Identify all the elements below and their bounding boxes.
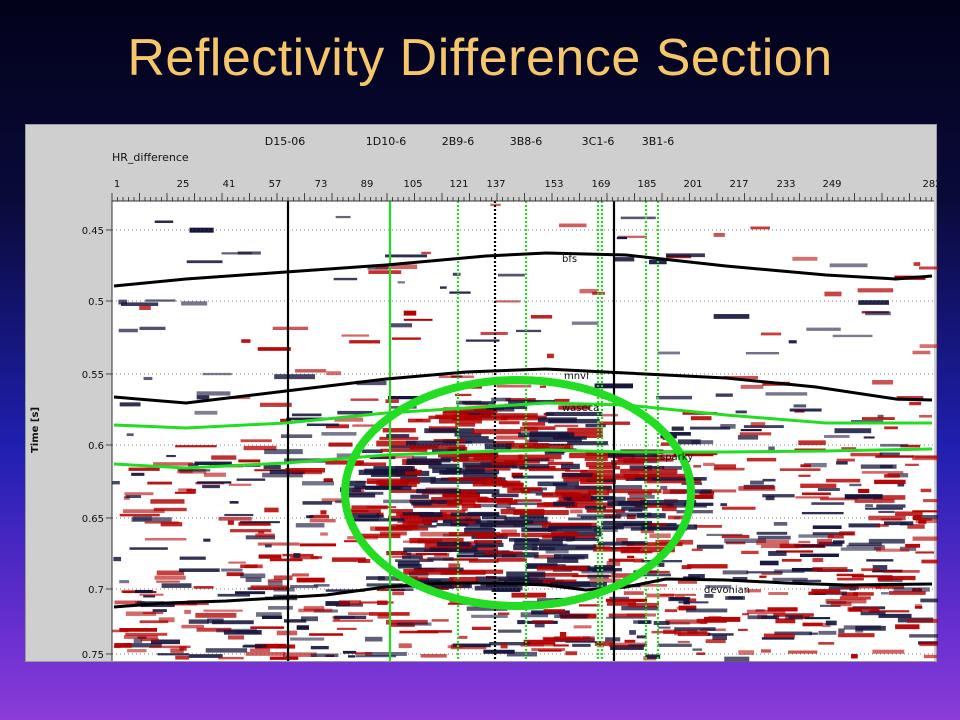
trace-tick-label: 169	[591, 179, 610, 190]
well-label: 3B1-6	[642, 135, 675, 148]
slide-title: Reflectivity Difference Section	[127, 29, 833, 87]
trace-tick-label: 137	[486, 179, 505, 190]
trace-tick-label: 185	[637, 179, 656, 190]
trace-tick-label: 73	[315, 179, 328, 190]
horizon-label-sparky: sparky	[660, 452, 693, 463]
horizon-lines	[113, 251, 933, 609]
well-label: D15-06	[265, 135, 305, 148]
time-tick-label: 0.6	[88, 441, 104, 452]
well-label: 3B8-6	[510, 135, 543, 148]
time-axis-ticks: 0.45 0.5 0.55 0.6 0.65 0.7 0.75	[82, 226, 112, 661]
well-labels: D15-06 1D10-6 2B9-6 3B8-6 3C1-6 3B1-6	[265, 135, 674, 148]
trace-tick-label: 1	[114, 179, 120, 190]
trace-tick-label: 41	[223, 179, 236, 190]
time-tick-label: 0.5	[88, 297, 104, 308]
horizon-mnvl	[113, 367, 933, 405]
horizon-label-devonian: devonian	[704, 585, 750, 596]
trace-tick-label: 217	[729, 179, 748, 190]
trace-tick-label: 105	[403, 179, 422, 190]
horizon-devonian	[113, 577, 933, 609]
well-label: 2B9-6	[442, 135, 475, 148]
trace-axis-ticks: 1 25 41 57 73 89 105 121 137 153 169 185 201 217 233 24…	[111, 179, 938, 201]
trace-tick-label: 57	[269, 179, 282, 190]
trace-tick-label: 201	[683, 179, 702, 190]
anomaly-highlight-ellipse	[341, 376, 695, 610]
trace-tick-label: 121	[449, 179, 468, 190]
trace-tick-label: 153	[544, 179, 563, 190]
trace-tick-label: 25	[177, 179, 190, 190]
horizon-label-waseca: waseca	[562, 403, 599, 414]
horizon-label-bfs: bfs	[562, 254, 577, 265]
time-tick-label: 0.45	[82, 226, 104, 237]
y-axis-label: Time [s]	[30, 407, 41, 453]
trace-tick-label: 282	[922, 179, 938, 190]
time-tick-label: 0.75	[82, 650, 104, 661]
seismic-section-panel: HR_difference Time [s] 1 25 41 57 73 89 105 121…	[25, 124, 938, 662]
well-label: 3C1-6	[582, 135, 615, 148]
seismic-section-plot: HR_difference Time [s] 1 25 41 57 73 89 105 121…	[30, 135, 938, 662]
horizon-bfs	[113, 251, 933, 288]
section-name-label: HR_difference	[112, 151, 189, 164]
trace-tick-label: 89	[361, 179, 374, 190]
horizon-labels: bfs mnvl waseca sparky devonian	[562, 254, 750, 596]
time-tick-label: 0.55	[82, 370, 104, 381]
time-gridlines	[112, 229, 934, 655]
time-tick-label: 0.65	[82, 514, 104, 525]
time-tick-label: 0.7	[88, 585, 104, 596]
trace-tick-label: 233	[776, 179, 795, 190]
well-label: 1D10-6	[366, 135, 406, 148]
horizon-label-mnvl: mnvl	[564, 371, 589, 382]
trace-tick-label: 249	[822, 179, 841, 190]
horizon-waseca	[113, 401, 932, 430]
axes	[111, 200, 934, 661]
horizon-sparky	[113, 447, 933, 470]
